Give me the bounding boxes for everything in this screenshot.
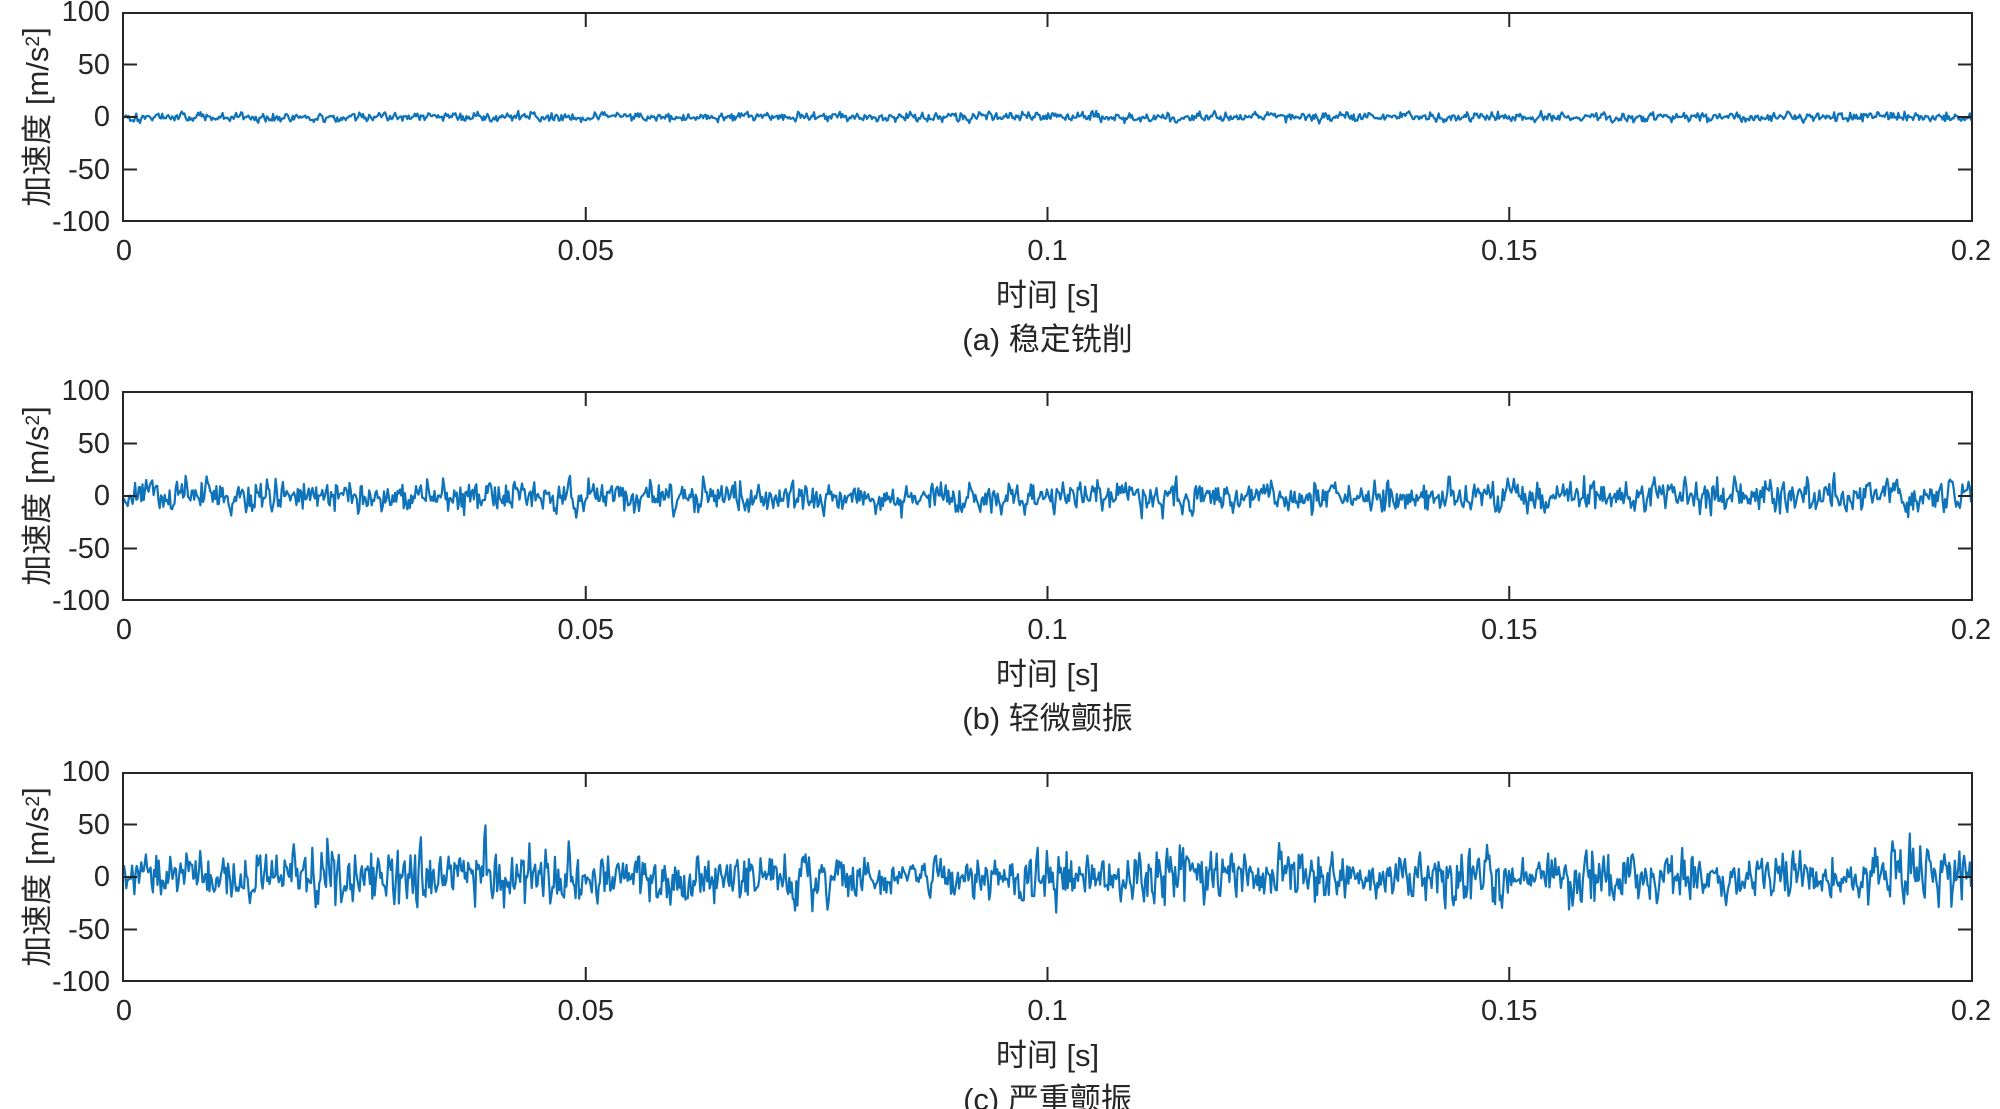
plot-area-a (122, 12, 1973, 222)
x-axis-label: 时间 [s] (995, 278, 1100, 313)
subplot-caption-c: (c) 严重颤振 (963, 1082, 1132, 1109)
x-tick-label: 0.15 (1481, 995, 1538, 1027)
y-tick-label: -50 (68, 532, 110, 565)
y-tick-label: 100 (61, 756, 110, 788)
y-tick-label: 0 (93, 101, 110, 133)
y-tick-label: 100 (61, 375, 110, 407)
x-tick-label: 0.1 (1027, 995, 1068, 1027)
x-tick-label: 0.2 (1950, 614, 1992, 646)
x-tick-label: 0.05 (557, 614, 614, 646)
y-tick-label: -100 (51, 966, 110, 998)
y-axis-label-suffix: ] (16, 787, 51, 796)
x-tick-label: 0.15 (1481, 614, 1538, 646)
x-tick-label: 0 (115, 235, 133, 267)
y-tick-label: 0 (93, 861, 110, 893)
y-tick-label: 50 (77, 48, 110, 81)
y-tick-label: 0 (93, 480, 110, 512)
y-tick-label: 50 (77, 808, 110, 841)
x-tick-label: 0.1 (1027, 614, 1068, 646)
subplot-c: 加速度 [m/s 2] 100 50 0 -50 -100 0 0.05 0.1 0.15 0.2 时间… (0, 756, 2000, 1109)
y-tick-label: 100 (61, 0, 110, 28)
subplot-a: 加速度 [m/s 2] 100 50 0 -50 -100 0 0.05 0.1 0.15 0.2 时间… (0, 0, 2000, 375)
axes-box (122, 772, 1973, 982)
x-tick-label: 0.2 (1950, 995, 1992, 1027)
x-tick-label: 0.05 (557, 235, 614, 267)
axes-box (122, 12, 1973, 222)
y-axis-label-suffix: ] (16, 27, 51, 36)
y-tick-label: -50 (68, 153, 110, 186)
subplot-caption-b: (b) 轻微颤振 (962, 701, 1133, 736)
subplot-b: 加速度 [m/s 2] 100 50 0 -50 -100 0 0.05 0.1 0.15 0.2 时间… (0, 375, 2000, 757)
y-tick-label: 50 (77, 427, 110, 460)
y-tick-label: -100 (51, 206, 110, 238)
axes-box (122, 391, 1973, 601)
x-tick-label: 0 (115, 614, 133, 646)
x-tick-label: 0.1 (1027, 235, 1068, 267)
x-tick-label: 0.15 (1481, 235, 1538, 267)
x-tick-label: 0.2 (1950, 235, 1992, 267)
plot-area-b (122, 391, 1973, 601)
x-tick-label: 0.05 (557, 995, 614, 1027)
x-axis-label: 时间 [s] (995, 1038, 1100, 1073)
y-tick-label: -50 (68, 913, 110, 946)
x-axis-label: 时间 [s] (995, 657, 1100, 692)
signal-waveform (122, 472, 1973, 520)
y-axis-label-suffix: ] (16, 406, 51, 415)
plot-area-c (122, 772, 1973, 982)
subplot-caption-a: (a) 稳定铣削 (962, 322, 1133, 357)
y-tick-label: -100 (51, 585, 110, 617)
signal-waveform (122, 824, 1973, 914)
signal-waveform (122, 109, 1973, 125)
x-tick-label: 0 (115, 995, 133, 1027)
